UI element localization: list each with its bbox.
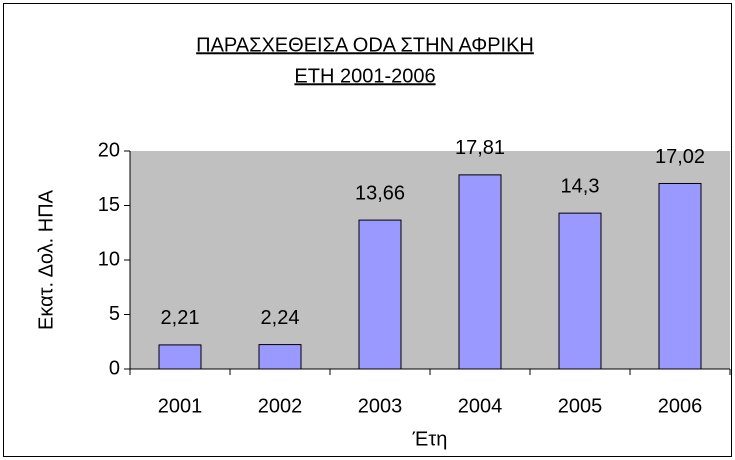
x-tick-label: 2002 bbox=[258, 395, 303, 417]
bar bbox=[158, 344, 202, 370]
bar bbox=[258, 344, 302, 370]
bar bbox=[458, 174, 502, 370]
x-tick-label: 2001 bbox=[158, 395, 203, 417]
data-label: 13,66 bbox=[355, 182, 405, 204]
data-label: 2,21 bbox=[161, 307, 200, 329]
x-tick-label: 2004 bbox=[458, 395, 503, 417]
x-axis-label: Έτη bbox=[412, 428, 448, 450]
x-tick-label: 2003 bbox=[358, 395, 403, 417]
y-tick-label: 0 bbox=[109, 357, 120, 379]
x-tick-label: 2005 bbox=[558, 395, 603, 417]
y-tick-label: 15 bbox=[98, 194, 120, 216]
data-label: 17,81 bbox=[455, 137, 505, 159]
data-label: 17,02 bbox=[655, 146, 705, 168]
plot-area bbox=[130, 151, 730, 369]
chart-subtitle: ΕΤΗ 2001-2006 bbox=[294, 65, 435, 87]
y-tick-label: 10 bbox=[98, 248, 120, 270]
chart-title: ΠΑΡΑΣΧΕΘΕΙΣΑ ODA ΣΤΗΝ ΑΦΡΙΚΗ bbox=[196, 34, 534, 56]
data-label: 14,3 bbox=[561, 175, 600, 197]
data-label: 2,24 bbox=[261, 307, 300, 329]
y-axis-label: Εκατ. Δολ. ΗΠΑ bbox=[35, 189, 57, 330]
y-tick-label: 5 bbox=[109, 303, 120, 325]
bar bbox=[358, 219, 402, 370]
x-tick-label: 2006 bbox=[658, 395, 703, 417]
y-tick-label: 20 bbox=[98, 139, 120, 161]
bar bbox=[558, 212, 602, 370]
bar bbox=[658, 182, 702, 370]
